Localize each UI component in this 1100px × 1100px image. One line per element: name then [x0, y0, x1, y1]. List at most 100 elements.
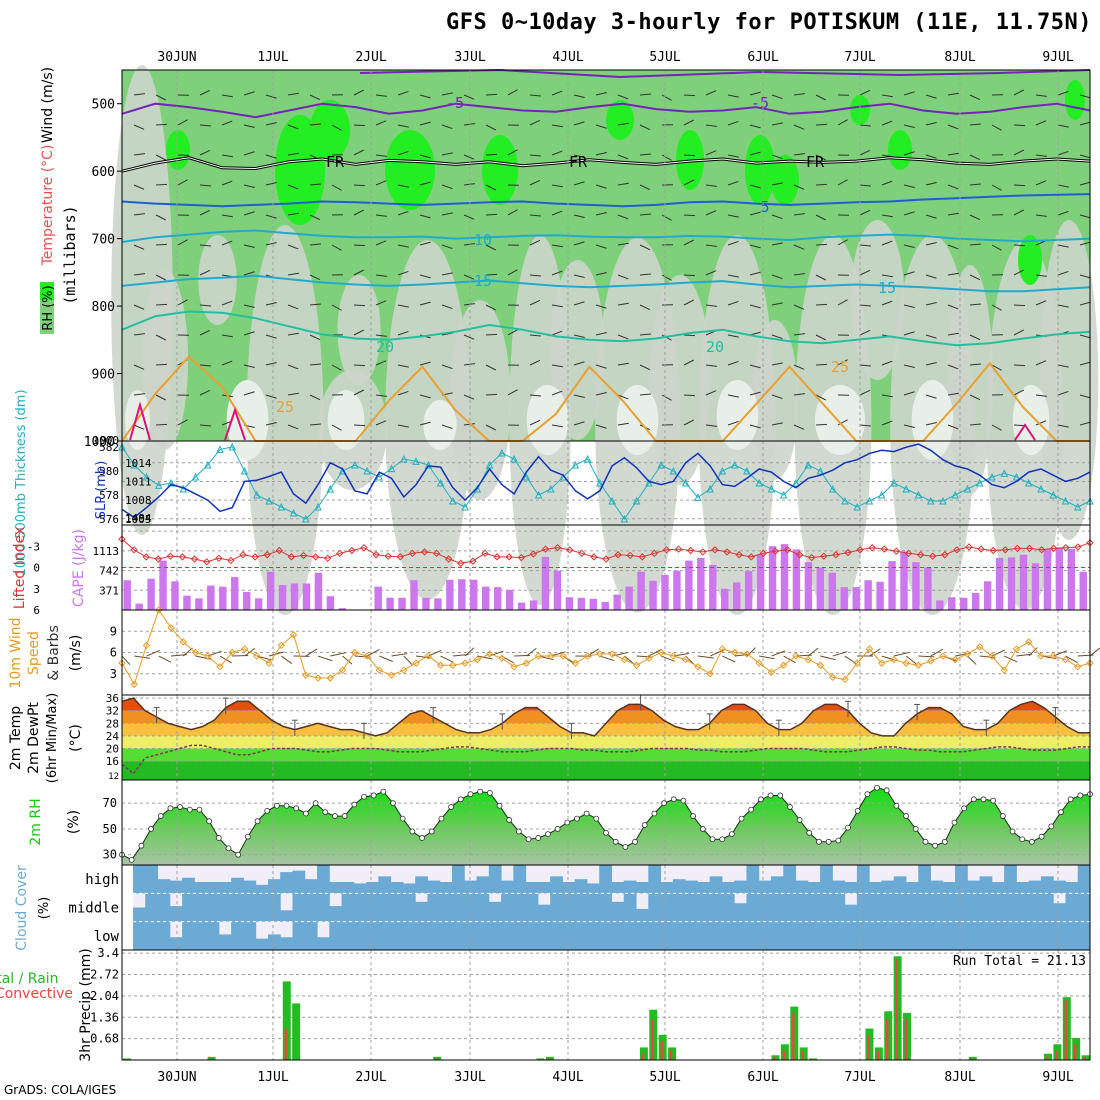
wind-barb-306 — [683, 274, 696, 277]
wind-barb-353 — [771, 242, 783, 246]
cloud-low-bar-58 — [844, 921, 858, 950]
temp-ylabel-3: (6hr Min/Max) — [45, 693, 60, 783]
cape-bar-13 — [278, 585, 287, 610]
wind10-point-74 — [1025, 638, 1033, 646]
wind-barb-403 — [859, 304, 872, 307]
rh-point-97 — [1058, 809, 1064, 816]
wind-barb-438 — [925, 274, 937, 279]
rh-point-64 — [738, 815, 745, 822]
wind10-barb-2 — [146, 649, 160, 657]
wind-barb-452 — [947, 332, 959, 336]
wind-barb-288 — [661, 94, 672, 101]
rh-point-37 — [477, 788, 484, 795]
li-point-44 — [650, 549, 659, 558]
wind-barb-194 — [485, 153, 498, 156]
wind-tick-2: 9 — [110, 624, 117, 638]
wind-barb-408 — [881, 94, 893, 98]
cape-top-tick: 1484 — [125, 512, 152, 525]
thickness-point-67 — [939, 496, 947, 505]
li-point-22 — [384, 552, 392, 560]
wind-barb-351 — [771, 182, 783, 186]
rh-verydry-patch-9 — [1012, 385, 1050, 455]
cape-bar-45 — [661, 574, 669, 610]
cloud-high-bar-71 — [1004, 865, 1017, 894]
precip-tick-4: 3.4 — [97, 946, 119, 960]
wind-barb-51 — [221, 180, 233, 186]
cloud-low-bar-73 — [1028, 921, 1042, 950]
wind-barb-79 — [265, 302, 277, 306]
cape-bar-76 — [1031, 563, 1040, 610]
wind-barb-196 — [485, 213, 498, 216]
wind-barb-424 — [903, 211, 915, 216]
wind-barb-236 — [551, 330, 563, 336]
thickness-point-21 — [375, 472, 384, 481]
wind-barb-367 — [793, 304, 805, 310]
wind-barb-509 — [1057, 244, 1069, 248]
wind-barb-204 — [507, 89, 518, 96]
rh-point-68 — [777, 792, 784, 799]
rh-point-73 — [825, 838, 832, 845]
thickness-point-46 — [681, 478, 690, 487]
wind-barb-199 — [485, 304, 497, 311]
wind-barb-133 — [375, 120, 387, 126]
cape-bar-41 — [613, 594, 621, 610]
temp-band-0 — [122, 761, 1090, 780]
thickness-point-17 — [326, 484, 335, 493]
precip-tick-2: 2.04 — [90, 989, 119, 1003]
li-point-25 — [420, 548, 429, 556]
precip-tick-3: 2.72 — [90, 968, 119, 982]
wind-barb-417 — [881, 360, 893, 366]
wind-barb-156 — [419, 94, 431, 99]
ua-ytick-label-1: 600 — [92, 165, 115, 180]
cloud-middle-bar-2 — [157, 893, 171, 922]
wind-barb-516 — [1079, 94, 1091, 99]
wind-barb-95 — [287, 424, 299, 430]
wind-barb-406 — [859, 389, 871, 396]
slp-tick-1: 1008 — [125, 494, 152, 507]
wind-barb-443 — [925, 422, 937, 426]
wind-barb-145 — [397, 124, 409, 128]
wind10-point-58 — [828, 673, 837, 681]
cloud-high-bar-14 — [304, 879, 318, 894]
rh-point-85 — [941, 838, 948, 845]
wind-barb-240 — [573, 94, 585, 98]
cloud-low-bar-28 — [476, 921, 490, 950]
wind10-point-65 — [914, 661, 923, 669]
wind-barb-413 — [881, 240, 893, 246]
wind-barb-223 — [529, 299, 541, 306]
wind-barb-254 — [595, 152, 607, 156]
wind-barb-453 — [947, 364, 959, 370]
cloud-low-bar-51 — [758, 921, 772, 950]
wind10-point-60 — [853, 659, 861, 667]
rh-point-61 — [709, 836, 716, 843]
cape-bar-47 — [685, 560, 693, 610]
wind-barb-270 — [617, 274, 629, 280]
cloud-low-bar-23 — [415, 921, 428, 950]
wind-barb-255 — [595, 184, 607, 189]
precip-conv-bar-90 — [970, 1058, 973, 1060]
wind-barb-461 — [969, 243, 982, 246]
wind10-point-44 — [657, 648, 665, 657]
cape-bar-21 — [374, 586, 382, 610]
li-point-29 — [469, 557, 477, 565]
cloud-high-bar-61 — [881, 880, 895, 894]
li-point-11 — [251, 553, 259, 561]
cloud-low-bar-44 — [672, 921, 686, 950]
wind-barb-151 — [397, 304, 409, 308]
wind10-point-22 — [387, 671, 396, 679]
cloud-high-bar-60 — [869, 882, 882, 894]
wind-barb-80 — [265, 334, 277, 339]
thickness-point-22 — [387, 464, 396, 473]
cape-bar-26 — [434, 598, 442, 610]
wind-barb-404 — [859, 329, 871, 336]
cloud-high-bar-19 — [366, 882, 379, 894]
wind-barb-163 — [419, 301, 431, 306]
cape-bar-44 — [649, 580, 657, 610]
wind10-point-21 — [375, 666, 384, 674]
wind-barb-206 — [507, 149, 518, 156]
rh-dry-patch-7 — [449, 300, 511, 500]
cloud-low-bar-17 — [341, 921, 355, 950]
rh-point-2 — [138, 842, 145, 849]
thickness-point-54 — [779, 490, 788, 499]
wind-barb-224 — [529, 334, 542, 337]
